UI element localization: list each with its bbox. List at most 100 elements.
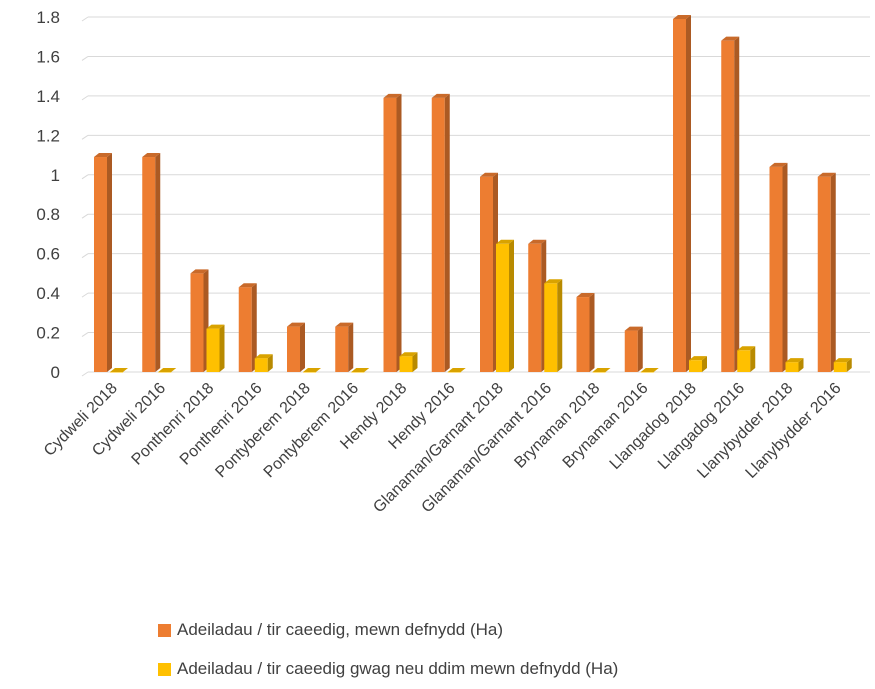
bar-front [254, 358, 268, 372]
bar-side [750, 346, 756, 372]
x-tick-label: Llanybydder 2016 [743, 380, 845, 482]
bar-side [702, 356, 707, 372]
bar-vacant [110, 368, 128, 373]
bar-side [300, 322, 305, 372]
bar-front [190, 273, 204, 372]
bar-in-use [769, 162, 788, 372]
bar-top [496, 239, 514, 244]
legend-item-in-use: Adeiladau / tir caeedig, mewn defnydd (H… [158, 620, 503, 640]
bar-top [431, 93, 450, 98]
bar-top [110, 368, 128, 372]
bar-top [673, 14, 691, 19]
bar-top [254, 354, 273, 359]
bar-front [833, 362, 847, 372]
bar-front [431, 97, 445, 372]
bar-side [219, 324, 225, 372]
legend-swatch-orange [158, 623, 171, 637]
bar-side [348, 322, 354, 372]
bar-top [383, 93, 402, 98]
bar-vacant [785, 358, 804, 372]
y-tick-label: 0 [51, 363, 60, 382]
bar-front [287, 326, 300, 372]
bar-front [817, 176, 831, 372]
bar-in-use [238, 283, 257, 372]
bar-vacant [640, 368, 659, 373]
y-tick-label: 0.8 [36, 205, 60, 224]
gridline-perspective [81, 56, 89, 61]
bar-front [544, 283, 558, 372]
bar-in-use [528, 239, 547, 372]
bar-top [689, 356, 707, 361]
x-tick-label: Ponthenri 2016 [177, 380, 266, 469]
y-tick-label: 1 [51, 166, 60, 185]
x-tick-label: Brynaman 2018 [511, 380, 603, 472]
bar-front [785, 362, 799, 372]
x-tick-label: Llangadog 2016 [655, 380, 748, 473]
bar-in-use [287, 322, 305, 372]
y-tick-label: 0.2 [36, 324, 60, 343]
bar-in-use [480, 172, 498, 372]
bar-vacant [496, 239, 514, 372]
bar-in-use [142, 153, 161, 372]
bar-vacant [592, 368, 611, 373]
bar-top [785, 358, 804, 363]
gridline-perspective [81, 213, 89, 219]
y-tick-label: 1.2 [36, 126, 60, 145]
bar-front [689, 360, 702, 372]
bar-side [798, 358, 804, 372]
bar-top [238, 283, 257, 288]
y-tick-label: 1.4 [36, 87, 60, 106]
bar-in-use [624, 326, 643, 372]
bar-front [673, 18, 686, 372]
bar-top [624, 326, 643, 331]
gridline-perspective [81, 332, 89, 337]
y-tick-label: 1.8 [36, 8, 60, 27]
bar-top [480, 172, 498, 177]
bar-front [447, 372, 461, 373]
bar-side [267, 354, 273, 372]
bar-vacant [158, 368, 177, 373]
gridline-perspective [81, 292, 89, 298]
bar-side [637, 326, 643, 372]
bar-top [335, 322, 354, 327]
bar-side [830, 172, 836, 372]
bar-side [846, 358, 852, 372]
bar-front [528, 243, 542, 372]
bar-side [557, 279, 563, 372]
bar-top [528, 239, 547, 244]
bar-vacant [206, 324, 225, 372]
bar-front [496, 243, 509, 372]
bar-top [592, 368, 611, 372]
bar-front [142, 157, 156, 372]
bar-vacant [351, 368, 370, 373]
bar-in-use [721, 36, 740, 373]
bar-top [303, 368, 321, 372]
y-tick-label: 0.4 [36, 284, 60, 303]
bar-front [383, 97, 397, 372]
y-tick-label: 1.6 [36, 47, 60, 66]
bar-top [833, 358, 852, 363]
legend-label: Adeiladau / tir caeedig gwag neu ddim me… [177, 659, 619, 678]
x-tick-label: Ponthenri 2018 [129, 380, 218, 469]
legend-swatch-yellow [158, 662, 171, 676]
bar-front [110, 372, 123, 373]
bar-front [351, 372, 365, 373]
bar-front [238, 287, 252, 372]
bar-top [351, 368, 370, 372]
bar-in-use [94, 153, 112, 372]
bar-top [287, 322, 305, 327]
bar-top [576, 293, 595, 298]
legend-item-vacant: Adeiladau / tir caeedig gwag neu ddim me… [158, 659, 618, 679]
bar-front [640, 372, 654, 373]
bar-side [251, 283, 257, 372]
bar-side [412, 352, 418, 372]
bar-top [769, 162, 788, 167]
bar-in-use [576, 293, 595, 372]
bar-in-use [673, 14, 691, 372]
y-tick-label: 0.6 [36, 245, 60, 264]
bar-front [624, 330, 638, 372]
gridline-perspective [81, 16, 89, 22]
bar-side [686, 14, 691, 372]
gridline-perspective [81, 95, 89, 101]
